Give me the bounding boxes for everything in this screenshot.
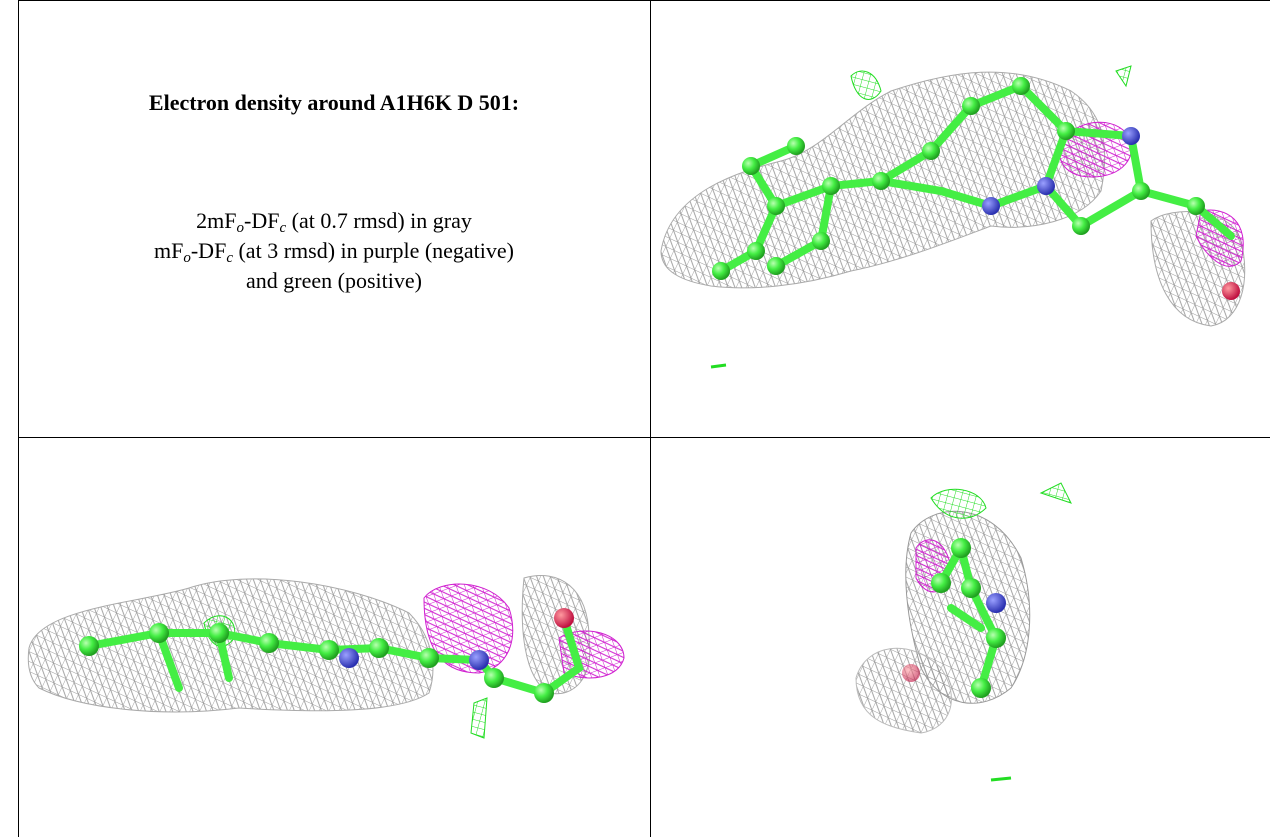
subscript: o — [237, 220, 245, 236]
text: (at 3 rmsd) in purple (negative) — [233, 238, 514, 263]
text: and green (positive) — [246, 268, 422, 293]
page: Electron density around A1H6K D 501: 2mF… — [0, 0, 1276, 837]
mesh-green — [1041, 483, 1071, 503]
legend-line: 2mFo-DFc (at 0.7 rmsd) in gray — [18, 206, 650, 236]
text: 2mF — [196, 208, 236, 233]
text: (at 0.7 rmsd) in gray — [286, 208, 472, 233]
panel-title: Electron density around A1H6K D 501: — [18, 90, 650, 116]
subscript: c — [226, 250, 233, 266]
legend-line: mFo-DFc (at 3 rmsd) in purple (negative) — [18, 236, 650, 266]
density-view — [651, 1, 1270, 437]
density-view — [19, 438, 650, 837]
legend-line: and green (positive) — [18, 266, 650, 296]
mesh-green — [711, 365, 726, 367]
text: mF — [154, 238, 183, 263]
mesh-green — [991, 778, 1011, 780]
text: -DF — [191, 238, 226, 263]
mesh-green — [471, 698, 487, 738]
density-view — [651, 438, 1270, 837]
text: -DF — [244, 208, 279, 233]
legend: 2mFo-DFc (at 0.7 rmsd) in gray mFo-DFc (… — [18, 206, 650, 296]
mesh-green — [1116, 66, 1131, 86]
mesh-green — [851, 71, 881, 99]
subscript: o — [183, 250, 191, 266]
